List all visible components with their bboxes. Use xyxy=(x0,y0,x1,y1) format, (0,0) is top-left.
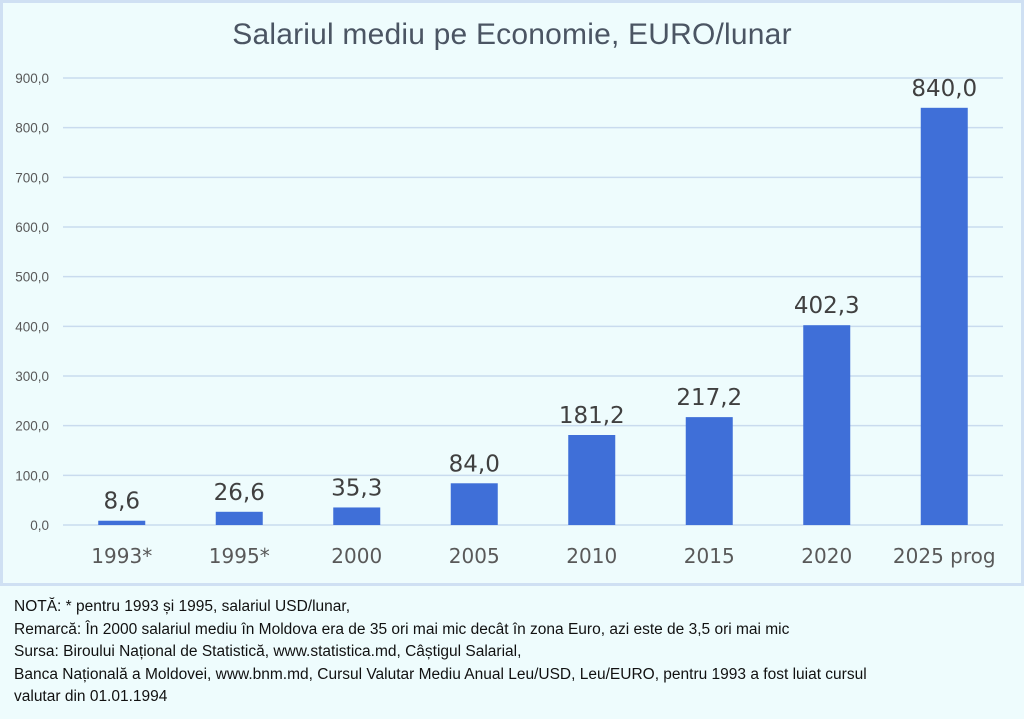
bar xyxy=(803,325,851,525)
bars xyxy=(98,107,968,526)
bar-chart: 0,0 100,0 200,0 300,0 400,0 500,0 600,0 700,0 80… xyxy=(15,71,1003,568)
note-line: Remarcă: În 2000 salariul mediu în Moldo… xyxy=(14,620,790,638)
bar xyxy=(920,107,968,526)
y-tick-label: 300,0 xyxy=(15,369,49,384)
x-tick-label: 1993* xyxy=(91,544,152,568)
note-line: NOTĂ: * pentru 1993 și 1995, salariul US… xyxy=(14,598,351,615)
y-tick-label: 900,0 xyxy=(15,71,49,86)
y-tick-label: 0,0 xyxy=(30,518,49,533)
data-label: 26,6 xyxy=(214,480,265,506)
x-tick-label: 2020 xyxy=(801,544,852,568)
note-line: Sursa: Biroului Național de Statistică, … xyxy=(14,643,522,660)
data-label: 84,0 xyxy=(449,451,500,477)
y-tick-label: 100,0 xyxy=(15,468,49,483)
chart-panel xyxy=(0,0,1024,586)
note-line: Banca Națională a Moldovei, www.bnm.md, … xyxy=(14,665,867,683)
bar xyxy=(450,483,498,525)
x-tick-label: 2010 xyxy=(566,544,617,568)
x-axis-tick-labels: 1993* 1995* 2000 2005 2010 2015 2020 2025 prog xyxy=(91,544,995,568)
y-tick-label: 400,0 xyxy=(15,319,49,334)
bar xyxy=(98,520,146,525)
gridlines xyxy=(63,77,1003,526)
chart-title: Salariul mediu pe Economie, EURO/lunar xyxy=(232,18,792,51)
data-label: 35,3 xyxy=(331,475,382,501)
y-tick-label: 800,0 xyxy=(15,121,49,136)
x-tick-label: 1995* xyxy=(209,544,270,568)
data-label: 181,2 xyxy=(559,403,625,429)
y-tick-label: 700,0 xyxy=(15,170,49,185)
data-label: 840,0 xyxy=(911,76,977,102)
note-line: valutar din 01.01.1994 xyxy=(14,688,168,705)
y-tick-label: 200,0 xyxy=(15,419,49,434)
y-tick-label: 600,0 xyxy=(15,220,49,235)
data-labels: 8,6 26,6 35,3 84,0 181,2 217,2 402,3 840,0 xyxy=(103,76,977,515)
x-tick-label: 2025 prog xyxy=(893,544,996,568)
data-label: 217,2 xyxy=(676,385,742,411)
bar xyxy=(333,507,381,525)
bar xyxy=(568,435,616,525)
bar xyxy=(215,511,263,525)
data-label: 8,6 xyxy=(103,489,140,515)
data-label: 402,3 xyxy=(794,293,860,319)
y-tick-label: 500,0 xyxy=(15,270,49,285)
bar xyxy=(685,417,733,525)
x-tick-label: 2005 xyxy=(449,544,500,568)
y-axis-tick-labels: 0,0 100,0 200,0 300,0 400,0 500,0 600,0 700,0 80… xyxy=(15,71,49,533)
notes-block: NOTĂ: * pentru 1993 și 1995, salariul US… xyxy=(14,596,1014,709)
x-tick-label: 2015 xyxy=(684,544,735,568)
x-tick-label: 2000 xyxy=(331,544,382,568)
